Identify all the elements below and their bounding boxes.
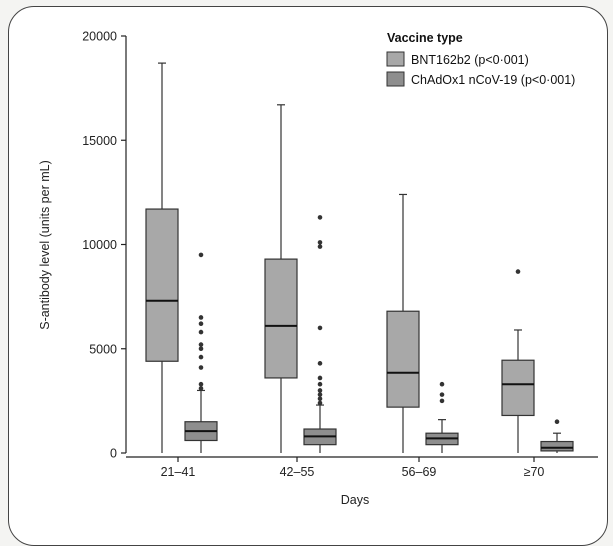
- outlier-point-chadox1: [317, 392, 323, 397]
- x-tick-label: 56–69: [402, 465, 437, 479]
- y-tick-label: 15000: [82, 134, 117, 148]
- outlier-point-chadox1: [198, 315, 204, 320]
- outlier-point-chadox1: [198, 386, 204, 391]
- legend-label-bnt162b2: BNT162b2 (p<0·001): [411, 53, 529, 67]
- box-chadox1: [540, 440, 574, 452]
- outlier-point-chadox1: [317, 400, 323, 406]
- legend-swatch-chadox1: [386, 71, 405, 87]
- outlier-point-chadox1: [198, 354, 204, 360]
- x-axis-label: Days: [341, 493, 369, 507]
- outlier-point-chadox1: [554, 419, 560, 425]
- outlier-point-chadox1: [317, 215, 323, 220]
- outlier-point-chadox1: [317, 375, 323, 381]
- legend: Vaccine type BNT162b2 (p<0·001) ChAdOx1 …: [386, 31, 575, 87]
- outlier-point-chadox1: [198, 365, 204, 370]
- outlier-point-chadox1: [198, 381, 204, 387]
- outlier-point-chadox1: [317, 361, 323, 366]
- outlier-point-chadox1: [317, 240, 323, 245]
- outlier-point-chadox1: [317, 244, 323, 249]
- x-tick-label: 42–55: [280, 465, 315, 479]
- outlier-point-chadox1: [317, 325, 323, 331]
- y-tick-label: 20000: [82, 30, 117, 44]
- outlier-point-chadox1: [198, 321, 204, 327]
- outlier-point-chadox1: [198, 342, 204, 347]
- legend-swatch-bnt162b2: [386, 51, 405, 67]
- x-tick-label: ≥70: [524, 465, 545, 479]
- x-tick-label: 21–41: [161, 465, 196, 479]
- outlier-point-chadox1: [439, 392, 445, 397]
- box-bnt162b2: [501, 359, 535, 417]
- box-bnt162b2: [145, 208, 179, 362]
- y-tick-label: 0: [110, 447, 117, 461]
- outlier-point-chadox1: [198, 329, 204, 335]
- y-tick-label: 10000: [82, 238, 117, 252]
- outlier-point-bnt162b2: [515, 269, 521, 274]
- legend-label-chadox1: ChAdOx1 nCoV-19 (p<0·001): [411, 73, 575, 87]
- outlier-point-chadox1: [198, 346, 204, 352]
- chart-frame: [8, 6, 608, 546]
- outlier-point-chadox1: [317, 388, 323, 393]
- box-plot-chart: 0 5000 10000 15000 20000 21–41 42–55 56–69 ≥70 S…: [38, 30, 598, 507]
- outlier-point-chadox1: [439, 381, 445, 387]
- outlier-point-chadox1: [198, 252, 204, 258]
- y-tick-label: 5000: [89, 342, 117, 356]
- plot-area: 0 5000 10000 15000 20000 21–41 42–55 56–69 ≥70: [82, 30, 598, 479]
- outlier-point-chadox1: [317, 381, 323, 387]
- legend-title: Vaccine type: [387, 31, 463, 45]
- outlier-point-chadox1: [317, 396, 323, 402]
- outlier-point-chadox1: [439, 398, 445, 404]
- box-bnt162b2: [386, 310, 420, 408]
- box-bnt162b2: [264, 258, 298, 379]
- y-axis-label: S-antibody level (units per mL): [38, 160, 52, 330]
